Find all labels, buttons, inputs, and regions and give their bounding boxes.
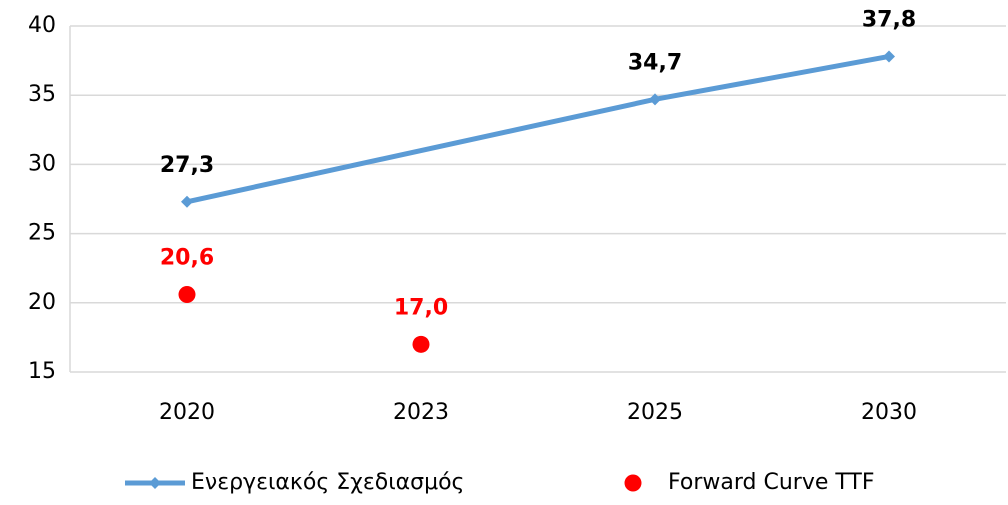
y-tick-label: 35	[28, 82, 56, 107]
point-marker	[181, 195, 193, 208]
y-tick-label: 15	[28, 359, 56, 384]
data-label: 20,6	[160, 245, 214, 270]
data-label: 17,0	[394, 295, 448, 320]
data-label: 37,8	[862, 7, 916, 32]
legend-marker	[149, 477, 161, 489]
x-tick-label: 2023	[393, 400, 449, 425]
y-tick-label: 40	[28, 13, 56, 38]
x-tick-label: 2025	[627, 400, 683, 425]
legend-label: Ενεργειακός Σχεδιασμός	[191, 470, 464, 495]
legend-label: Forward Curve TTF	[668, 470, 875, 495]
data-label: 27,3	[160, 153, 214, 178]
y-tick-label: 30	[28, 151, 56, 176]
data-label: 34,7	[628, 50, 682, 75]
series-line	[186, 53, 890, 205]
y-tick-label: 20	[28, 290, 56, 315]
x-tick-label: 2020	[159, 400, 215, 425]
y-tick-label: 25	[28, 221, 56, 246]
legend-marker	[624, 474, 642, 492]
point-marker	[883, 50, 895, 63]
x-tick-label: 2030	[861, 400, 917, 425]
point-marker	[649, 93, 661, 106]
point-marker	[412, 335, 430, 353]
point-marker	[178, 285, 196, 303]
